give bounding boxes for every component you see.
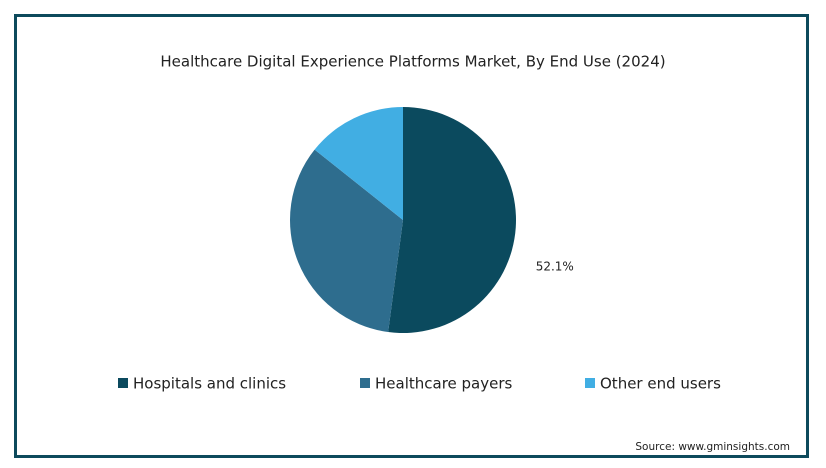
legend-swatch	[360, 378, 370, 388]
pie-slice	[388, 107, 516, 333]
legend-label: Other end users	[600, 375, 721, 393]
chart-title: Healthcare Digital Experience Platforms …	[160, 53, 665, 71]
legend-swatch	[585, 378, 595, 388]
data-label: 52.1%	[536, 259, 574, 273]
legend-label: Hospitals and clinics	[133, 375, 286, 393]
pie-slice	[290, 149, 403, 333]
legend-swatch	[118, 378, 128, 388]
legend-label: Healthcare payers	[375, 375, 513, 393]
source: Source: www.gminsights.com	[635, 441, 790, 453]
pie-slice	[314, 107, 403, 220]
